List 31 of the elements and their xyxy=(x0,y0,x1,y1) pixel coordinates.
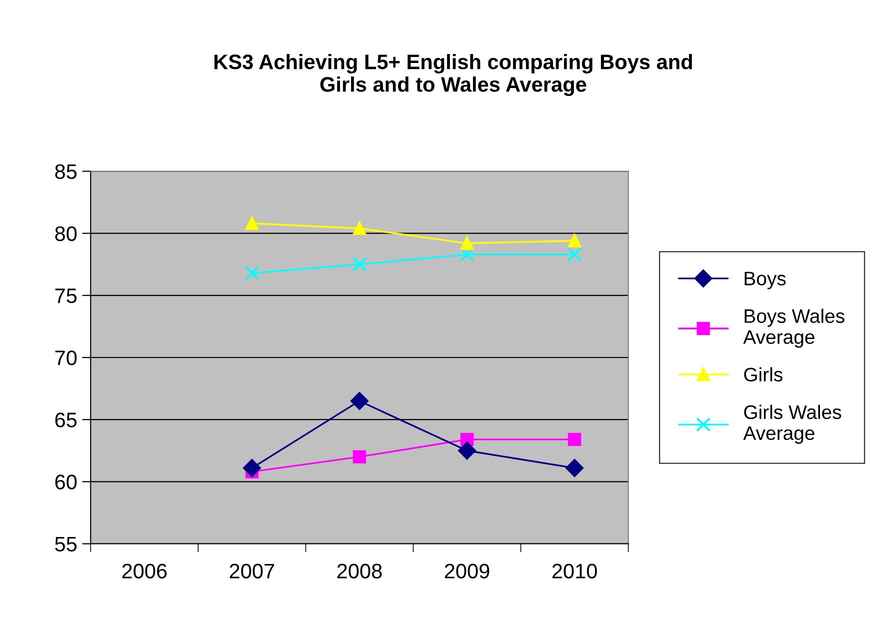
x-tick-label: 2007 xyxy=(230,564,274,578)
point xyxy=(350,392,368,410)
point xyxy=(568,432,582,446)
y-tick-label: 55 xyxy=(55,536,77,552)
x-tick-label: 2006 xyxy=(122,564,167,578)
point xyxy=(245,216,259,230)
legend-label: Girls Wales Average xyxy=(743,404,842,444)
point xyxy=(352,222,366,235)
legend-label: Girls xyxy=(744,367,782,382)
x-tick-label: 2009 xyxy=(444,564,490,578)
legend-label: Boys xyxy=(744,272,786,290)
x-tick-label: 2008 xyxy=(337,564,382,578)
point xyxy=(567,247,582,262)
y-tick-label: 85 xyxy=(55,164,77,180)
point xyxy=(566,459,584,477)
point xyxy=(352,450,366,464)
point xyxy=(243,459,261,477)
x-tick-label: 2010 xyxy=(552,564,597,578)
y-tick-label: 60 xyxy=(55,474,77,490)
y-tick-label: 75 xyxy=(55,288,77,304)
point xyxy=(460,236,474,250)
point xyxy=(458,442,476,460)
chart-title: KS3 Achieving L5+ English comparing Boys and Girls and to Wales Average xyxy=(214,54,692,96)
y-tick-label: 70 xyxy=(55,350,77,366)
y-tick-label: 65 xyxy=(55,412,77,428)
point xyxy=(568,234,582,248)
y-tick-label: 80 xyxy=(55,226,77,242)
legend-label: Boys Wales Average xyxy=(743,308,844,348)
point xyxy=(244,266,260,280)
point xyxy=(352,257,367,272)
point xyxy=(460,247,474,262)
